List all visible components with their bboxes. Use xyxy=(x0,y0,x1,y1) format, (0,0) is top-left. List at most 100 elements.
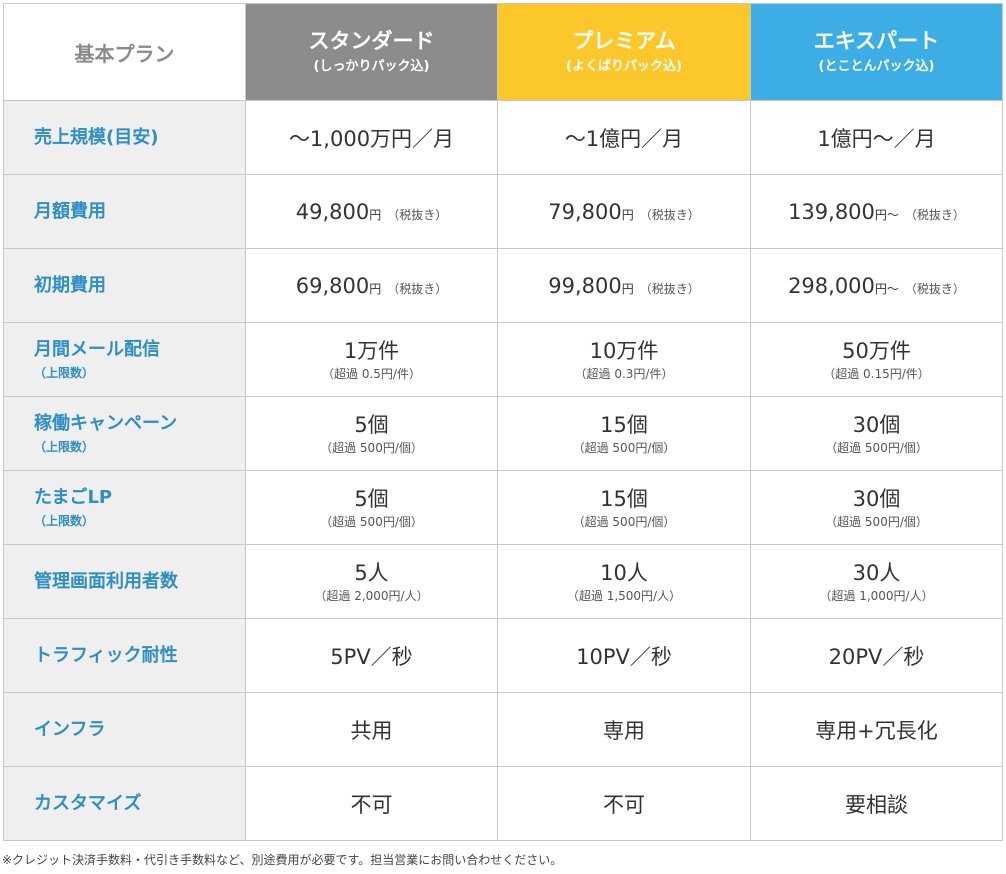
cell-expert: 50万件 （超過 0.15円/件） xyxy=(750,322,1003,397)
value-text: 15個 xyxy=(600,412,648,437)
row-label: インフラ xyxy=(34,718,106,740)
plan-header-expert: エキスパート (とことんパック込) xyxy=(750,3,1003,101)
cell-premium: 10万件 （超過 0.3円/件） xyxy=(497,322,751,397)
value-text: 15個 xyxy=(600,486,648,511)
value-text: 5PV／秒 xyxy=(330,644,413,669)
value-text: 5人 xyxy=(354,560,389,585)
row-label: 管理画面利用者数 xyxy=(34,570,178,592)
overage-note: （超過 500円/個） xyxy=(572,514,676,529)
row-label: 稼働キャンペーン xyxy=(34,412,178,434)
value-text: 1万件 xyxy=(343,338,400,363)
value-text: 共用 xyxy=(350,718,393,743)
value-text: 10PV／秒 xyxy=(576,644,672,669)
row-label-cell: 月額費用 xyxy=(3,174,246,249)
value-text: 〜1,000万円／月 xyxy=(288,126,455,151)
overage-note: （超過 500円/個） xyxy=(825,514,928,529)
value-text: 30個 xyxy=(852,412,901,437)
price-unit: 円 xyxy=(369,281,382,296)
row-label: 初期費用 xyxy=(34,274,106,296)
basic-plan-label: 基本プラン xyxy=(3,3,246,101)
plan-subtitle: (よくばりパック込) xyxy=(566,58,682,74)
price-unit: 円 xyxy=(369,207,382,222)
cell-expert: 298,000円〜 （税抜き） xyxy=(750,248,1003,323)
cell-standard: 1万件 （超過 0.5円/件） xyxy=(245,322,498,397)
value-text: 専用 xyxy=(603,718,645,743)
cell-expert: 30個 （超過 500円/個） xyxy=(750,470,1003,545)
row-label: 月間メール配信 xyxy=(34,338,160,360)
price-unit: 円 xyxy=(621,207,634,222)
row-sublabel: （上限数） xyxy=(34,439,95,454)
tax-note: （税抜き） xyxy=(639,281,700,296)
value-text: 10人 xyxy=(600,560,648,585)
tax-note: （税抜き） xyxy=(387,207,448,222)
value-text: 1億円〜／月 xyxy=(817,126,936,151)
price-number: 298,000 xyxy=(788,273,875,298)
tax-note: （税抜き） xyxy=(387,281,448,296)
pricing-table: 基本プラン スタンダード (しっかりパック込) プレミアム (よくばりパック込)… xyxy=(3,3,1003,841)
row-label-cell: 売上規模(目安) xyxy=(3,100,246,175)
cell-standard: 5PV／秒 xyxy=(245,618,498,693)
row-label: たまごLP xyxy=(34,486,113,508)
overage-note: （超過 500円/個） xyxy=(825,440,928,455)
plan-name: エキスパート xyxy=(813,28,940,53)
plan-header-standard: スタンダード (しっかりパック込) xyxy=(245,3,498,101)
row-traffic-tolerance: トラフィック耐性 5PV／秒 10PV／秒 20PV／秒 xyxy=(3,618,1003,693)
plan-name: プレミアム xyxy=(572,28,676,53)
cell-expert: 30人 （超過 1,000円/人） xyxy=(750,544,1003,619)
overage-note: （超過 500円/個） xyxy=(320,514,423,529)
value-text: 5個 xyxy=(354,486,389,511)
cell-premium: 15個 （超過 500円/個） xyxy=(497,396,751,471)
value-text: 専用+冗長化 xyxy=(815,718,938,743)
row-initial-fee: 初期費用 69,800円 （税抜き） 99,800円 （税抜き） 298,000円〜… xyxy=(3,248,1003,323)
cell-expert: 専用+冗長化 xyxy=(750,692,1003,767)
cell-expert: 30個 （超過 500円/個） xyxy=(750,396,1003,471)
price-unit: 円 xyxy=(621,281,634,296)
plan-subtitle: (しっかりパック込) xyxy=(313,58,430,74)
price-number: 49,800 xyxy=(295,199,370,224)
overage-note: （超過 0.5円/件） xyxy=(322,366,421,381)
overage-note: （超過 0.15円/件） xyxy=(823,366,930,381)
row-monthly-mail: 月間メール配信 （上限数） 1万件 （超過 0.5円/件） 10万件 （超過 0.3円… xyxy=(3,322,1003,397)
row-sales-scale: 売上規模(目安) 〜1,000万円／月 〜1億円／月 1億円〜／月 xyxy=(3,100,1003,175)
footnote: ※クレジット決済手数料・代引き手数料など、別途費用が必要です。担当営業にお問い合… xyxy=(2,853,563,867)
cell-standard: 5人 （超過 2,000円/人） xyxy=(245,544,498,619)
cell-premium: 10PV／秒 xyxy=(497,618,751,693)
price-number: 69,800 xyxy=(295,273,370,298)
overage-note: （超過 0.3円/件） xyxy=(574,366,674,381)
cell-standard: 共用 xyxy=(245,692,498,767)
price-unit: 円〜 xyxy=(874,207,899,222)
overage-note: （超過 500円/個） xyxy=(572,440,676,455)
value-text: 30個 xyxy=(852,486,901,511)
cell-standard: 5個 （超過 500円/個） xyxy=(245,470,498,545)
row-label-cell: カスタマイズ xyxy=(3,766,246,841)
cell-premium: 99,800円 （税抜き） xyxy=(497,248,751,323)
cell-premium: 専用 xyxy=(497,692,751,767)
price-number: 79,800 xyxy=(548,199,622,224)
row-label: 月額費用 xyxy=(34,200,106,222)
row-label-cell: 月間メール配信 （上限数） xyxy=(3,322,246,397)
cell-standard: 69,800円 （税抜き） xyxy=(245,248,498,323)
row-label-cell: インフラ xyxy=(3,692,246,767)
price-number: 139,800 xyxy=(788,199,875,224)
cell-expert: 139,800円〜 （税抜き） xyxy=(750,174,1003,249)
row-tamago-lp: たまごLP （上限数） 5個 （超過 500円/個） 15個 （超過 500円/個） … xyxy=(3,470,1003,545)
value-text: 要相談 xyxy=(845,792,908,817)
cell-expert: 20PV／秒 xyxy=(750,618,1003,693)
tax-note: （税抜き） xyxy=(904,207,965,222)
cell-premium: 10人 （超過 1,500円/人） xyxy=(497,544,751,619)
overage-note: （超過 500円/個） xyxy=(320,440,423,455)
price-unit: 円〜 xyxy=(874,281,899,296)
cell-standard: 49,800円 （税抜き） xyxy=(245,174,498,249)
cell-standard: 〜1,000万円／月 xyxy=(245,100,498,175)
cell-premium: 15個 （超過 500円/個） xyxy=(497,470,751,545)
cell-standard: 5個 （超過 500円/個） xyxy=(245,396,498,471)
cell-expert: 要相談 xyxy=(750,766,1003,841)
row-label: 売上規模(目安) xyxy=(34,126,159,148)
row-admin-users: 管理画面利用者数 5人 （超過 2,000円/人） 10人 （超過 1,500円/人… xyxy=(3,544,1003,619)
row-monthly-fee: 月額費用 49,800円 （税抜き） 79,800円 （税抜き） 139,800円〜… xyxy=(3,174,1003,249)
row-active-campaigns: 稼働キャンペーン （上限数） 5個 （超過 500円/個） 15個 （超過 500円/… xyxy=(3,396,1003,471)
cell-standard: 不可 xyxy=(245,766,498,841)
value-text: 不可 xyxy=(603,792,645,817)
value-text: 〜1億円／月 xyxy=(564,126,684,151)
row-label-cell: トラフィック耐性 xyxy=(3,618,246,693)
